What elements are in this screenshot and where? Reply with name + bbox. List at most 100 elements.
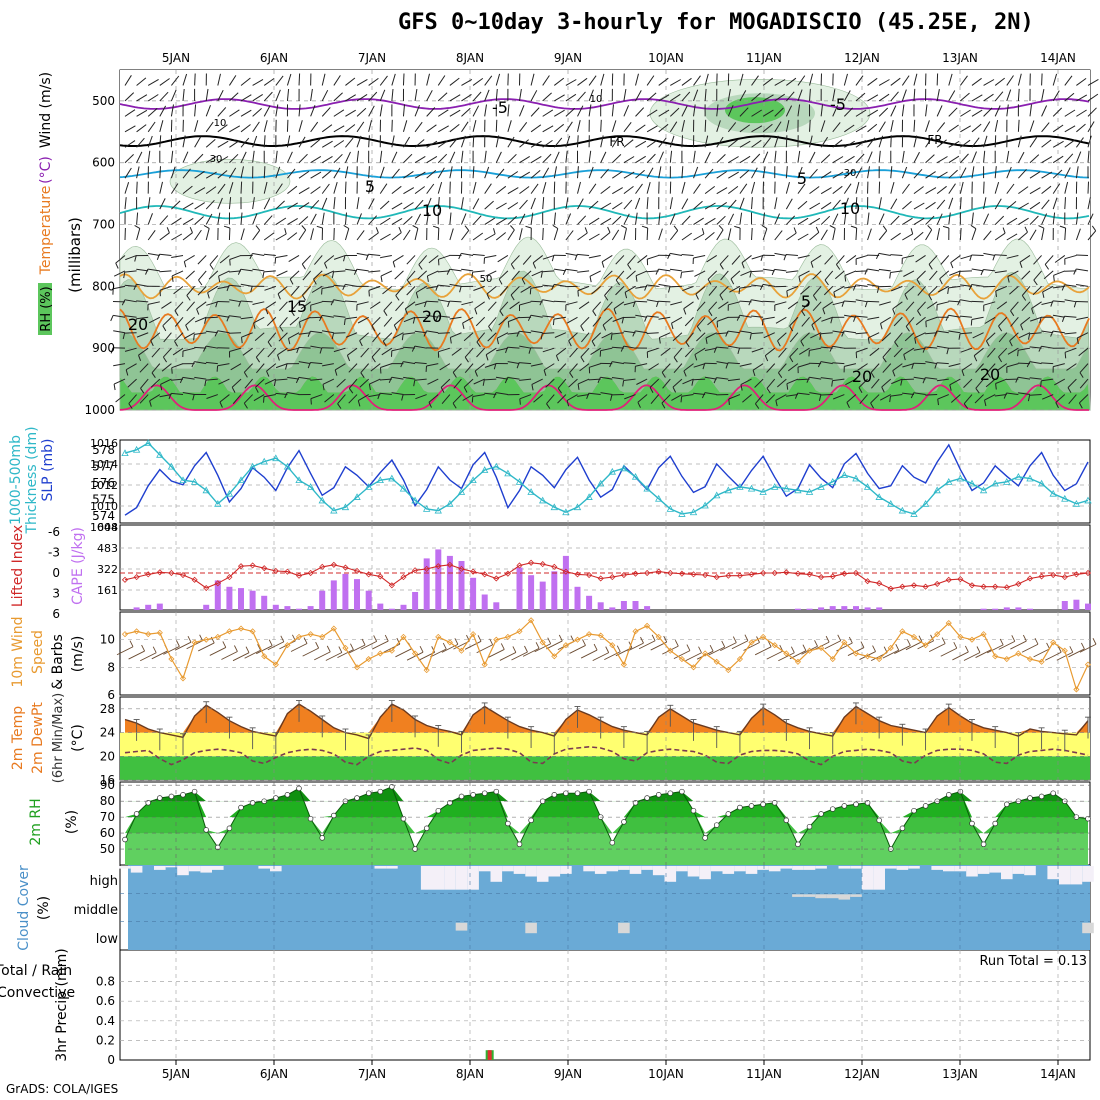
wind-barb xyxy=(461,78,473,86)
lifted-index-point xyxy=(690,571,697,578)
cape-tick-label: 483 xyxy=(97,542,118,555)
wind-barb xyxy=(196,301,207,310)
wind-barb-flag xyxy=(263,396,265,403)
wind-barb xyxy=(484,363,497,368)
wind-barb xyxy=(580,316,590,327)
surface-wind-barb-flag xyxy=(454,638,459,645)
wind-barb xyxy=(995,285,1007,292)
wind-barb xyxy=(600,135,604,148)
wind-barb xyxy=(1075,166,1079,179)
cloud-high-cell xyxy=(1059,866,1071,885)
date-label-bottom: 13JAN xyxy=(942,1067,978,1081)
wind-barb xyxy=(971,123,982,133)
wind-barb xyxy=(985,378,996,388)
wind-barb xyxy=(1010,301,1019,312)
rh-point xyxy=(145,800,151,806)
wind-barb xyxy=(452,394,462,404)
wind-barb xyxy=(904,332,915,342)
wind-barb xyxy=(321,170,332,179)
wind-barb xyxy=(576,135,579,148)
wind-barb xyxy=(497,255,509,263)
wind-barb xyxy=(310,330,323,334)
wind-barb xyxy=(136,151,143,163)
date-label-top: 9JAN xyxy=(554,51,582,65)
wind-barb xyxy=(124,270,137,273)
rh-point xyxy=(180,792,186,798)
wind-barb xyxy=(414,378,427,381)
wind-speed-point xyxy=(330,625,337,632)
wind-barb xyxy=(881,378,892,388)
wind-barb-flag xyxy=(218,276,221,283)
wind-barb xyxy=(182,151,189,163)
wind-barb-flag xyxy=(255,356,261,363)
wind-barb-flag xyxy=(128,403,133,409)
wind-barb xyxy=(368,232,379,241)
wind-barb xyxy=(1041,122,1050,133)
wind-barb-flag xyxy=(392,261,396,268)
wind-barb xyxy=(658,77,669,86)
wind-barb-flag xyxy=(140,388,145,394)
wind-barb xyxy=(310,186,321,195)
wind-barb xyxy=(855,299,868,303)
lifted-index-point xyxy=(852,569,860,577)
wind-barb xyxy=(797,217,809,225)
surface-wind-barb-flag xyxy=(802,644,807,651)
wind-barb xyxy=(727,228,732,241)
wind-barb xyxy=(368,181,372,194)
wind-barb xyxy=(774,107,784,117)
wind-barb xyxy=(785,181,790,194)
rh-point xyxy=(319,835,325,841)
wind-barb xyxy=(519,171,531,179)
wind-barb xyxy=(414,362,427,365)
lifted-index-point xyxy=(214,580,221,587)
wind-barb xyxy=(171,254,184,258)
surface-wind-barb-flag xyxy=(396,637,401,645)
wind-barb xyxy=(925,229,933,241)
wind-barb xyxy=(986,363,996,373)
wind-barb xyxy=(948,140,960,148)
wind-barb xyxy=(741,255,752,264)
wind-barb xyxy=(762,77,774,86)
wind-barb-flag xyxy=(864,301,868,308)
wind-barb xyxy=(832,362,845,365)
wind-speed-point xyxy=(203,636,210,643)
wind-barb xyxy=(530,140,542,148)
cape-bar xyxy=(365,590,372,610)
cloud-high-cell xyxy=(606,866,619,872)
wind-barb-flag xyxy=(740,384,743,391)
surface-wind-barb-flag xyxy=(686,644,691,651)
wind-barb xyxy=(984,394,996,401)
precip-total-label: Total / Rain xyxy=(0,963,72,979)
wind-barb xyxy=(437,75,446,86)
wind-barb xyxy=(263,120,268,132)
wind-barb-flag xyxy=(793,227,797,234)
rh-point xyxy=(632,800,639,806)
wind-barb xyxy=(228,197,232,210)
wind-speed-point xyxy=(470,631,477,638)
wind-barb xyxy=(542,181,547,194)
wind-barb xyxy=(217,140,229,148)
lifted-index-point xyxy=(237,563,245,570)
wind-barb xyxy=(704,168,714,179)
wind-barb xyxy=(379,392,392,396)
wind-barb-flag xyxy=(680,396,683,403)
wind-barb xyxy=(832,171,844,179)
wind-barb xyxy=(511,270,520,281)
wind-barb xyxy=(403,216,413,225)
wind-barb xyxy=(324,394,335,403)
wind-barb xyxy=(379,183,388,194)
thickness-point xyxy=(341,503,350,511)
wind-barb xyxy=(742,394,752,403)
wind-barb xyxy=(929,270,938,281)
wind-barb xyxy=(913,217,925,225)
wind-barb xyxy=(298,216,309,225)
wind-barb xyxy=(774,79,786,86)
wind-barb xyxy=(880,316,892,324)
surface-wind-barb xyxy=(754,646,772,656)
wind-barb xyxy=(370,363,381,372)
wind-barb xyxy=(507,229,515,241)
wind-barb xyxy=(774,93,785,102)
lifted-index-point xyxy=(899,583,906,590)
surface-wind-barb xyxy=(720,642,737,652)
wind-barb xyxy=(1064,75,1073,86)
